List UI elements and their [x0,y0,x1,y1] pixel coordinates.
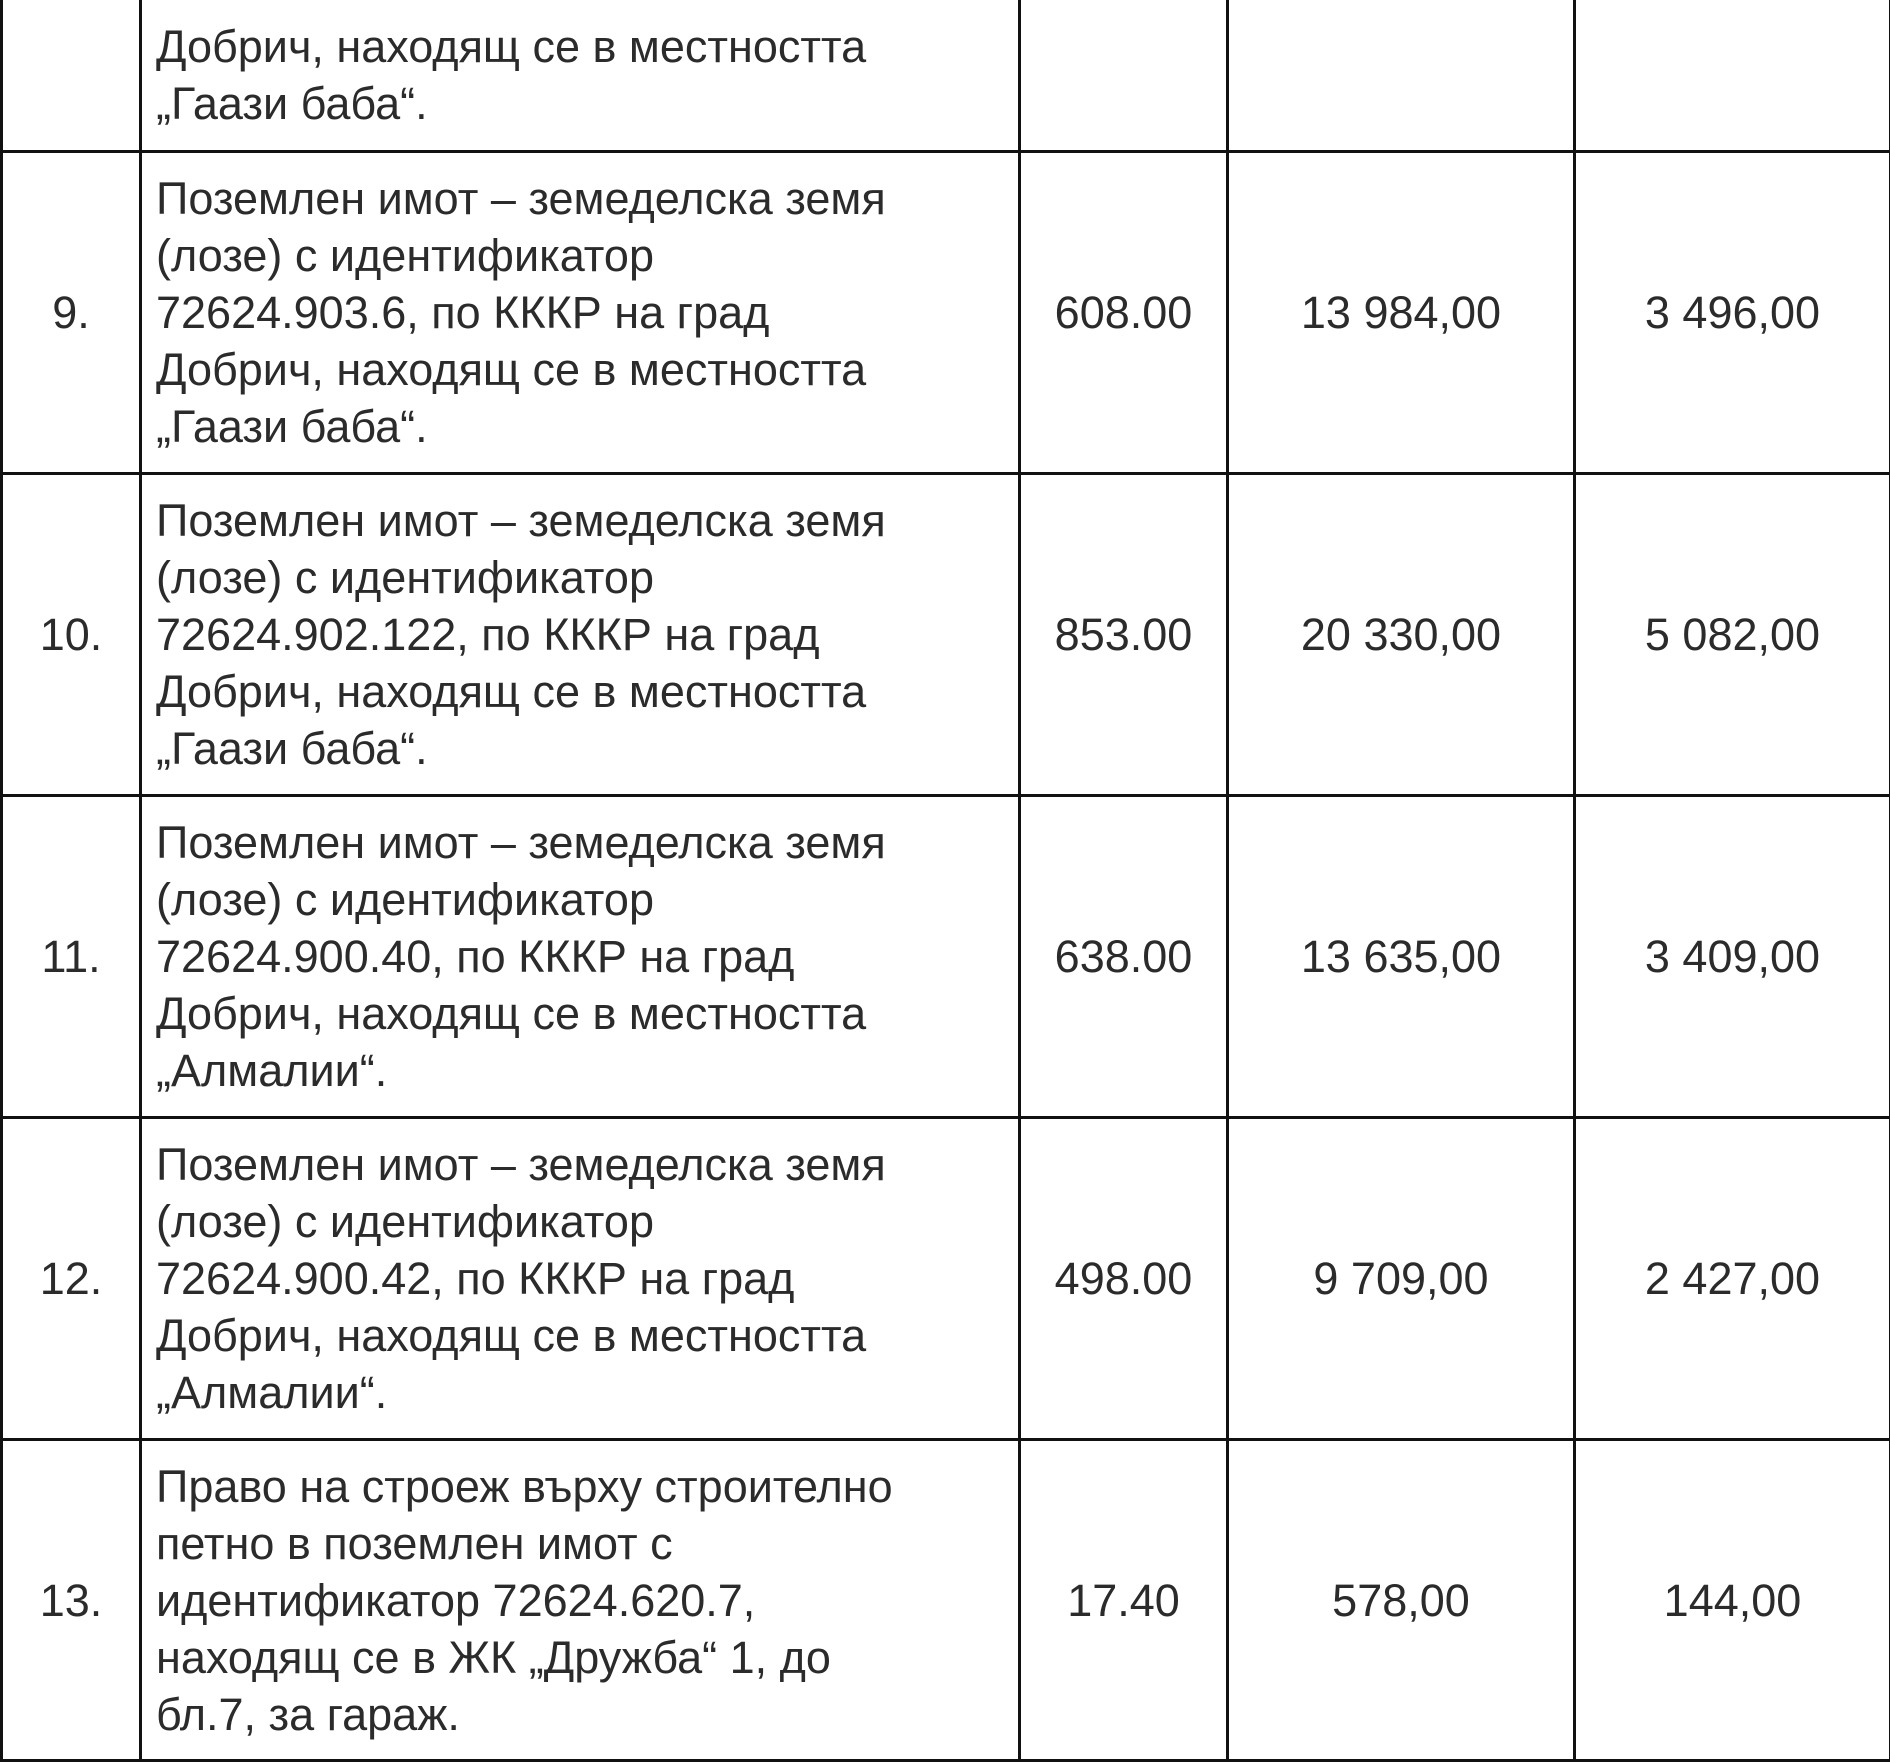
area: 608.00 [1018,150,1229,475]
tax-value [1573,0,1890,153]
row-number: 13. [0,1438,142,1762]
tax-value: 3 496,00 [1573,150,1890,475]
area: 17.40 [1018,1438,1229,1762]
row-number [0,0,142,153]
row-number: 10. [0,472,142,797]
row-number: 12. [0,1116,142,1441]
property-description: Добрич, находящ се в местността „Гаази б… [139,0,1021,153]
property-description: Поземлен имот – земеделска земя (лозе) с… [139,794,1021,1119]
table-row: 9. Поземлен имот – земеделска земя (лозе… [0,150,1890,475]
market-value: 578,00 [1226,1438,1576,1762]
area: 853.00 [1018,472,1229,797]
area [1018,0,1229,153]
area: 638.00 [1018,794,1229,1119]
table-row: Добрич, находящ се в местността „Гаази б… [0,0,1890,153]
table-row: 13. Право на строеж върху строително пет… [0,1438,1890,1762]
table-row: 12. Поземлен имот – земеделска земя (лоз… [0,1116,1890,1441]
market-value: 20 330,00 [1226,472,1576,797]
market-value: 13 984,00 [1226,150,1576,475]
market-value: 9 709,00 [1226,1116,1576,1441]
table-row: 10. Поземлен имот – земеделска земя (лоз… [0,472,1890,797]
market-value [1226,0,1576,153]
area: 498.00 [1018,1116,1229,1441]
market-value: 13 635,00 [1226,794,1576,1119]
property-description: Поземлен имот – земеделска земя (лозе) с… [139,1116,1021,1441]
row-number: 11. [0,794,142,1119]
tax-value: 2 427,00 [1573,1116,1890,1441]
property-description: Поземлен имот – земеделска земя (лозе) с… [139,150,1021,475]
table-row: 11. Поземлен имот – земеделска земя (лоз… [0,794,1890,1119]
tax-value: 144,00 [1573,1438,1890,1762]
tax-value: 3 409,00 [1573,794,1890,1119]
tax-value: 5 082,00 [1573,472,1890,797]
property-description: Поземлен имот – земеделска земя (лозе) с… [139,472,1021,797]
row-number: 9. [0,150,142,475]
property-description: Право на строеж върху строително петно в… [139,1438,1021,1762]
